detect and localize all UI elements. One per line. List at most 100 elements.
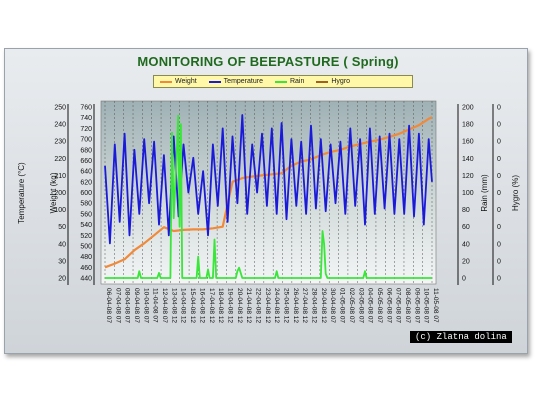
grid-lines xyxy=(104,101,433,284)
weight-tick-label: 740 xyxy=(80,115,92,122)
x-tick-label: 18-04-08 12 xyxy=(217,288,224,323)
x-tick-label: 22-04-08 12 xyxy=(254,288,261,323)
weight-tick-label: 680 xyxy=(80,147,92,154)
weight-tick-label: 480 xyxy=(80,254,92,261)
legend-swatch-temperature xyxy=(208,80,221,83)
legend-item-temperature: Temperature xyxy=(208,78,263,85)
temperature-tick-label: 230 xyxy=(54,139,66,146)
hygro-tick-label: 0 xyxy=(497,105,501,112)
x-tick-label: 21-04-08 12 xyxy=(245,288,252,323)
legend-label-weight: Weight xyxy=(175,78,197,85)
rain-tick-label: 180 xyxy=(462,122,474,129)
hygro-tick-label: 0 xyxy=(497,241,501,248)
copyright-label: (c) Zlatna dolina xyxy=(410,331,512,343)
temperature-tick-label: 30 xyxy=(58,258,66,265)
rain-axis-title: Rain (mm) xyxy=(480,174,489,212)
x-tick-label: 11-04-08 07 xyxy=(152,288,159,323)
x-tick-label: 19-04-08 12 xyxy=(226,288,233,323)
legend-swatch-hygro xyxy=(316,80,329,83)
x-tick-label: 24-04-08 12 xyxy=(273,288,280,323)
weight-tick-label: 520 xyxy=(80,233,92,240)
x-tick-label: 25-04-08 12 xyxy=(283,288,290,323)
axes: 2502402302202102001005040302076074072070… xyxy=(17,104,520,285)
x-tick-label: 08-04-08 07 xyxy=(124,288,131,323)
temperature-tick-label: 210 xyxy=(54,173,66,180)
rain-tick-label: 100 xyxy=(462,190,474,197)
weight-tick-label: 540 xyxy=(80,222,92,229)
hygro-tick-label: 0 xyxy=(497,139,501,146)
rain-tick-label: 140 xyxy=(462,156,474,163)
x-tick-label: 28-04-08 12 xyxy=(311,288,318,323)
x-tick-label: 20-04-08 12 xyxy=(236,288,243,323)
rain-tick-label: 20 xyxy=(462,258,470,265)
x-tick-label: 06-04-08 07 xyxy=(105,288,112,323)
x-tick-label: 11-05-08 07 xyxy=(432,288,439,323)
rain-tick-label: 0 xyxy=(462,276,466,283)
weight-tick-label: 560 xyxy=(80,211,92,218)
weight-tick-label: 720 xyxy=(80,126,92,133)
legend-swatch-rain xyxy=(274,80,287,83)
weight-tick-label: 600 xyxy=(80,190,92,197)
hygro-tick-label: 0 xyxy=(497,258,501,265)
chart-title: MONITORING OF BEEPASTURE ( Spring) xyxy=(137,54,399,69)
chart-legend: Weight Temperature Rain Hygro xyxy=(153,75,413,88)
x-tick-label: 17-04-08 12 xyxy=(208,288,215,323)
x-tick-label: 02-05-08 07 xyxy=(348,288,355,323)
legend-swatch-weight xyxy=(160,80,172,83)
weight-tick-label: 460 xyxy=(80,265,92,272)
x-tick-label: 23-04-08 12 xyxy=(264,288,271,323)
weight-tick-label: 440 xyxy=(80,276,92,283)
temperature-tick-label: 100 xyxy=(54,207,66,214)
hygro-axis-title: Hygro (%) xyxy=(511,175,520,211)
temperature-axis-title: Temperature (°C) xyxy=(17,162,26,224)
weight-tick-label: 500 xyxy=(80,243,92,250)
hygro-tick-label: 0 xyxy=(497,122,501,129)
temperature-tick-label: 220 xyxy=(54,156,66,163)
rain-tick-label: 60 xyxy=(462,224,470,231)
hygro-tick-label: 0 xyxy=(497,276,501,283)
series-temperature-line xyxy=(104,114,433,245)
x-tick-label: 03-05-08 07 xyxy=(357,288,364,323)
x-tick-label: 10-05-08 07 xyxy=(423,288,430,323)
x-tick-label: 07-05-08 07 xyxy=(395,288,402,323)
weight-tick-label: 700 xyxy=(80,137,92,144)
temperature-tick-label: 250 xyxy=(54,105,66,112)
weight-tick-label: 580 xyxy=(80,201,92,208)
weight-axis-title: Weight (kg) xyxy=(49,172,58,213)
x-tick-label: 04-05-08 07 xyxy=(367,288,374,323)
x-tick-label: 12-04-08 07 xyxy=(161,288,168,323)
hygro-tick-label: 0 xyxy=(497,173,501,180)
legend-label-temperature: Temperature xyxy=(223,78,263,85)
hygro-tick-label: 0 xyxy=(497,224,501,231)
hygro-tick-label: 0 xyxy=(497,156,501,163)
x-tick-label: 29-04-08 12 xyxy=(320,288,327,323)
weight-tick-label: 640 xyxy=(80,169,92,176)
legend-label-rain: Rain xyxy=(289,78,305,85)
x-tick-label: 05-05-08 07 xyxy=(376,288,383,323)
hygro-tick-label: 0 xyxy=(497,190,501,197)
series-layer xyxy=(104,114,433,279)
legend-item-hygro: Hygro xyxy=(316,78,350,85)
x-tick-label: 26-04-08 12 xyxy=(292,288,299,323)
rain-tick-label: 80 xyxy=(462,207,470,214)
x-tick-label: 14-04-08 12 xyxy=(180,288,187,323)
x-tick-label: 06-05-08 07 xyxy=(385,288,392,323)
series-rain-line xyxy=(105,114,432,279)
weight-tick-label: 620 xyxy=(80,179,92,186)
temperature-tick-label: 20 xyxy=(58,276,66,283)
x-tick-label: 09-05-08 07 xyxy=(413,288,420,323)
x-tick-label: 16-04-08 12 xyxy=(198,288,205,323)
weight-tick-label: 660 xyxy=(80,158,92,165)
rain-tick-label: 160 xyxy=(462,139,474,146)
temperature-tick-label: 50 xyxy=(58,224,66,231)
x-tick-label: 08-05-08 07 xyxy=(404,288,411,323)
legend-item-rain: Rain xyxy=(274,78,305,85)
x-tick-label: 13-04-08 12 xyxy=(170,288,177,323)
temperature-tick-label: 200 xyxy=(54,190,66,197)
legend-label-hygro: Hygro xyxy=(331,78,351,85)
series-weight-line xyxy=(104,116,433,269)
x-tick-label: 09-04-08 07 xyxy=(133,288,140,323)
weight-tick-label: 760 xyxy=(80,105,92,112)
x-axis-labels: 06-04-08 07 07-04-08 07 08-04-08 07 09-04-0… xyxy=(105,288,439,323)
